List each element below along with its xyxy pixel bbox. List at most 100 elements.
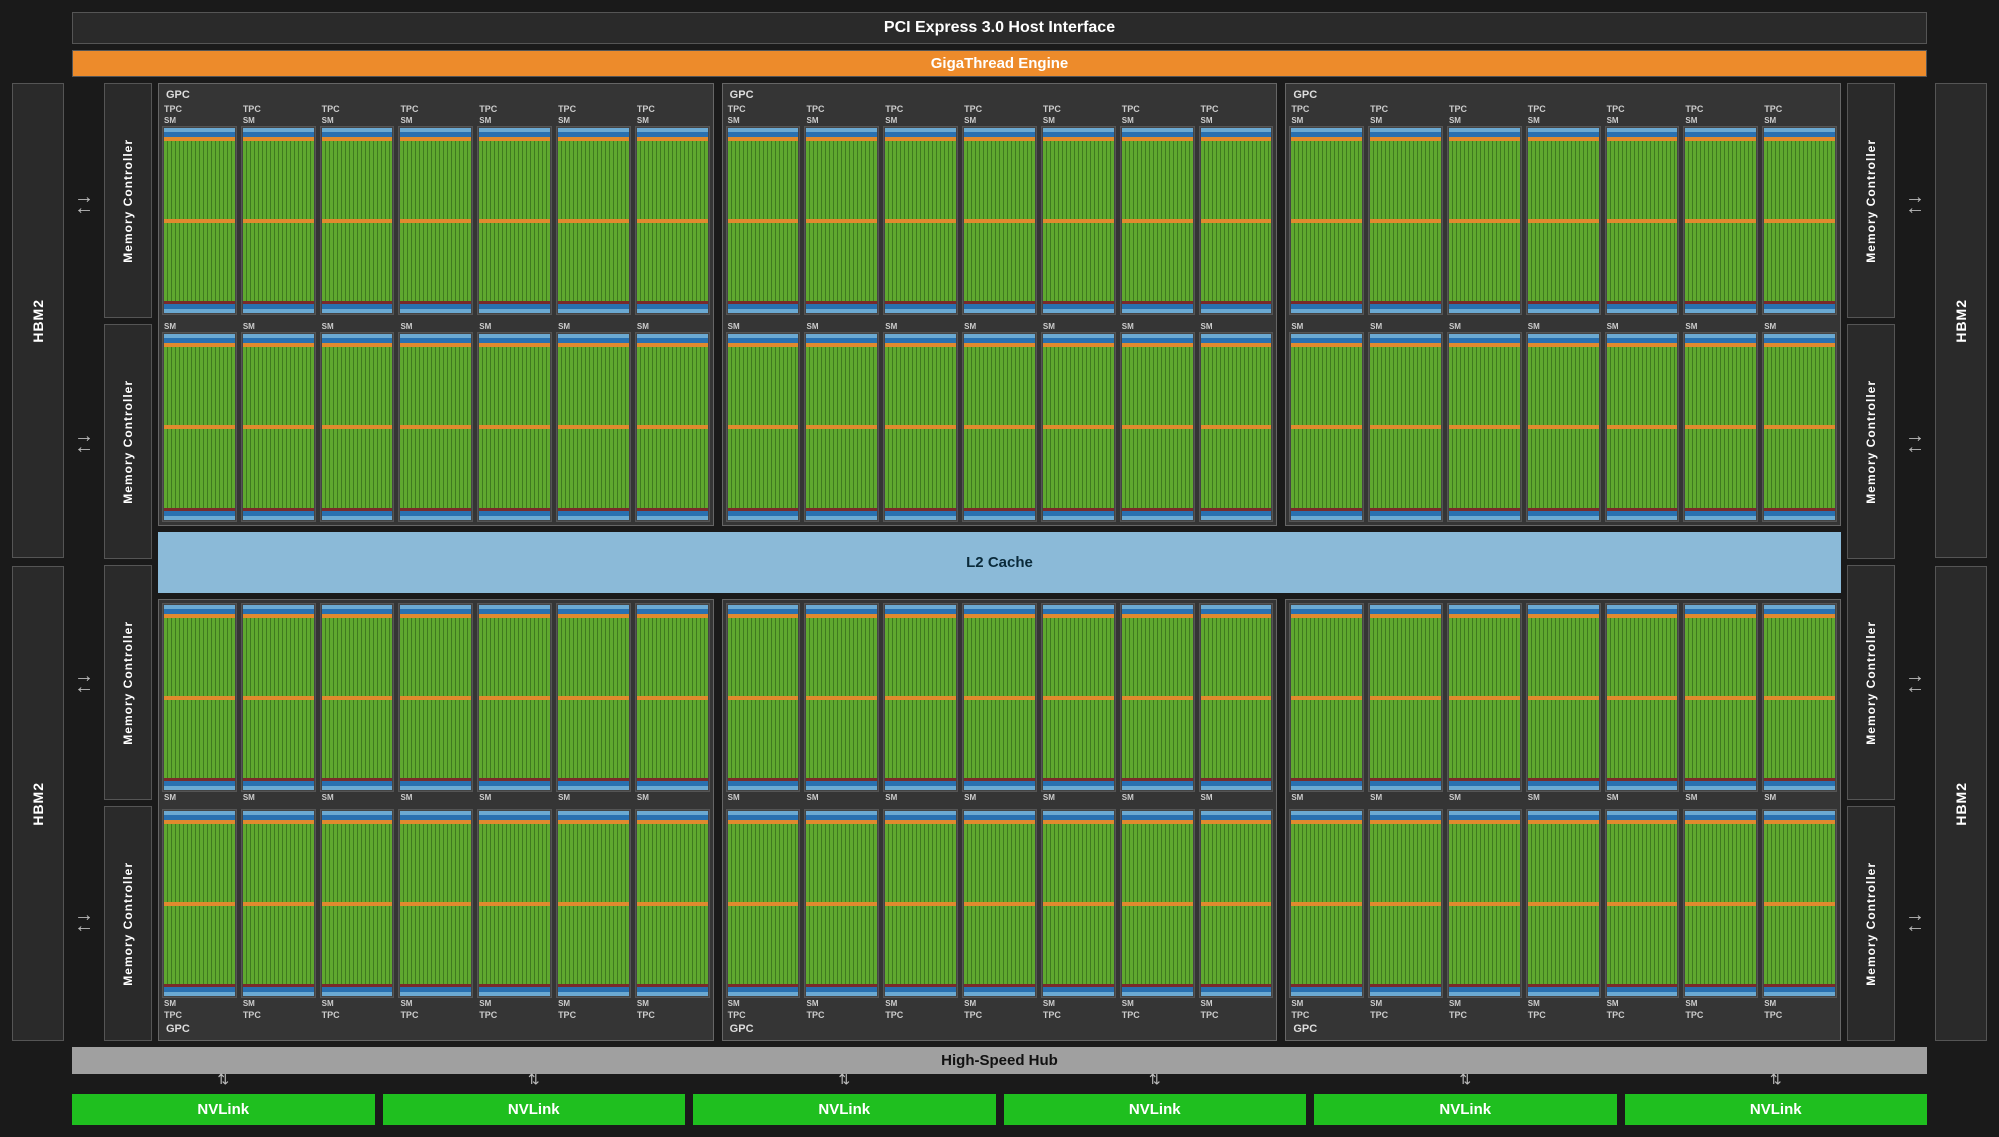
tpc-block <box>1120 126 1195 315</box>
sm-block <box>163 604 236 791</box>
hbm2-block: HBM2 <box>12 566 64 1041</box>
sm-label: SM <box>1120 792 1195 803</box>
sm-label: SM <box>635 321 710 332</box>
hbm2-block-label: HBM2 <box>30 782 46 826</box>
gpu-block-diagram: PCI Express 3.0 Host Interface GigaThrea… <box>12 12 1987 1125</box>
hbm2-col-left: HBM2HBM2 <box>12 83 64 1041</box>
tpc-block <box>804 126 879 315</box>
bi-arrow-icon: →← <box>1905 910 1925 932</box>
tpc-block <box>635 603 710 792</box>
tpc-block <box>1605 126 1680 315</box>
tpc-label: TPC <box>1120 103 1195 115</box>
tpc-block <box>477 126 552 315</box>
tpc-block <box>804 332 879 521</box>
bi-arrow-icon: →← <box>1905 431 1925 453</box>
memory-controller-block: Memory Controller <box>104 324 152 559</box>
sm-label: SM <box>1368 792 1443 803</box>
tpc-block <box>1683 809 1758 998</box>
tpc-block <box>1447 809 1522 998</box>
tpc-block <box>726 126 801 315</box>
sm-block <box>963 810 1036 997</box>
tpc-label: TPC <box>556 1009 631 1021</box>
sm-label: SM <box>162 115 237 126</box>
sm-block <box>1290 127 1363 314</box>
tpc-block <box>1199 603 1274 792</box>
tpc-block <box>1762 603 1837 792</box>
sm-label: SM <box>962 115 1037 126</box>
tpc-block <box>1120 603 1195 792</box>
sm-block <box>1448 333 1521 520</box>
tpc-label: TPC <box>726 103 801 115</box>
tpc-block <box>398 603 473 792</box>
sm-label: SM <box>1368 321 1443 332</box>
memory-controller-block-label: Memory Controller <box>1864 139 1878 263</box>
sm-block <box>1042 810 1115 997</box>
nvlink-block: NVLink <box>1004 1094 1307 1125</box>
sm-block <box>1200 127 1273 314</box>
sm-block <box>805 127 878 314</box>
memory-controller-block: Memory Controller <box>104 83 152 318</box>
memory-controller-block-label: Memory Controller <box>1864 380 1878 504</box>
sm-block <box>478 604 551 791</box>
sm-label: SM <box>1683 321 1758 332</box>
sm-block <box>399 604 472 791</box>
tpc-block <box>556 332 631 521</box>
sm-label: SM <box>241 998 316 1009</box>
sm-label: SM <box>635 115 710 126</box>
tpc-block <box>883 603 958 792</box>
tpc-label: TPC <box>1199 1009 1274 1021</box>
tpc-block <box>477 332 552 521</box>
sm-block <box>1606 810 1679 997</box>
sm-block <box>557 810 630 997</box>
sm-block <box>1448 604 1521 791</box>
core-region: GPCTPCTPCTPCTPCTPCTPCTPCSMSMSMSMSMSMSMSM… <box>158 83 1841 1041</box>
sm-block <box>242 604 315 791</box>
gpc-row-top: GPCTPCTPCTPCTPCTPCTPCTPCSMSMSMSMSMSMSMSM… <box>158 83 1841 526</box>
sm-label: SM <box>1120 998 1195 1009</box>
gpc-label: GPC <box>726 1021 1274 1037</box>
tpc-block <box>962 332 1037 521</box>
tpc-label: TPC <box>1683 1009 1758 1021</box>
sm-label: SM <box>962 321 1037 332</box>
sm-label: SM <box>1199 792 1274 803</box>
sm-block <box>478 333 551 520</box>
bi-arrow-icon: →← <box>74 671 94 693</box>
high-speed-hub-bar: High-Speed Hub <box>72 1047 1927 1074</box>
tpc-label: TPC <box>1289 1009 1364 1021</box>
tpc-label: TPC <box>804 1009 879 1021</box>
tpc-block <box>635 809 710 998</box>
memory-controller-block-label: Memory Controller <box>121 139 135 263</box>
sm-label: SM <box>1199 321 1274 332</box>
sm-label: SM <box>320 792 395 803</box>
sm-block <box>1448 810 1521 997</box>
sm-block <box>1606 604 1679 791</box>
sm-block <box>727 127 800 314</box>
tpc-block <box>726 603 801 792</box>
sm-block <box>399 810 472 997</box>
sm-block <box>1121 127 1194 314</box>
nvlink-block: NVLink <box>1314 1094 1617 1125</box>
tpc-block <box>1605 809 1680 998</box>
sm-block <box>1527 333 1600 520</box>
sm-block <box>163 127 236 314</box>
tpc-label: TPC <box>883 103 958 115</box>
sm-label: SM <box>1605 998 1680 1009</box>
sm-label: SM <box>1605 321 1680 332</box>
tpc-block <box>162 126 237 315</box>
tpc-label: TPC <box>635 1009 710 1021</box>
sm-block <box>1290 604 1363 791</box>
sm-label: SM <box>320 115 395 126</box>
sm-label: SM <box>883 998 958 1009</box>
sm-label: SM <box>1199 998 1274 1009</box>
gpc-block: SMSMSMSMSMSMSMSMSMSMSMSMSMSMTPCTPCTPCTPC… <box>1285 599 1841 1042</box>
gpc-block: SMSMSMSMSMSMSMSMSMSMSMSMSMSMTPCTPCTPCTPC… <box>722 599 1278 1042</box>
sm-block <box>1369 333 1442 520</box>
sm-label: SM <box>726 115 801 126</box>
sm-block <box>1121 604 1194 791</box>
sm-label: SM <box>1762 792 1837 803</box>
sm-label: SM <box>398 115 473 126</box>
tpc-label: TPC <box>477 103 552 115</box>
sm-block <box>1527 604 1600 791</box>
memory-controller-block: Memory Controller <box>1847 806 1895 1041</box>
sm-label: SM <box>804 792 879 803</box>
